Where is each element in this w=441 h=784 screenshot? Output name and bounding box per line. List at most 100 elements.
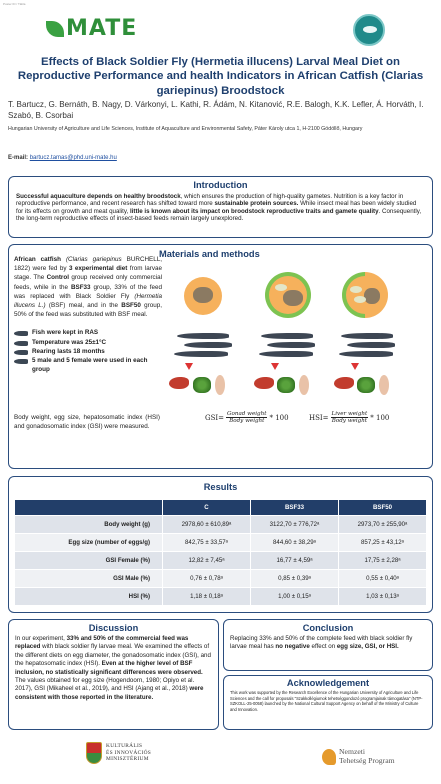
results-table: C BSF33 BSF50 Body weight (g) 2978,60 ± 6…: [14, 499, 427, 606]
cell-bsf50: 17,75 ± 2,28ᵃ: [338, 551, 427, 570]
column-header: BSF33: [250, 499, 339, 516]
catfish-icon: [14, 340, 28, 346]
concl-c4: egg size, GSI, or HSI.: [336, 643, 399, 651]
larva-icon: [275, 284, 287, 291]
disc-d6: were consistent with those reported in t…: [15, 685, 204, 701]
mate-logo-text: MATE: [66, 16, 138, 41]
disc-d3: with black soldier fly larvae meal. We e…: [15, 643, 211, 668]
concl-c1: Replacing 33% and 50% of the complete fe…: [230, 635, 413, 651]
bullet-item: 5 male and 5 female were used in each gr…: [14, 357, 162, 374]
table-header-row: C BSF33 BSF50: [14, 499, 427, 516]
hsi-denominator: Body weight: [331, 418, 368, 424]
eggs-icon: [193, 377, 211, 393]
discussion-heading: Discussion: [88, 623, 139, 633]
gsi-formula: GSI= Gonad weight Body weight * 100: [205, 411, 289, 424]
authors: T. Bartucz, G. Bernáth, B. Nagy, D. Várk…: [8, 100, 424, 120]
catfish-icon: [259, 351, 313, 357]
m-p4: 3 experimental diet: [68, 265, 128, 273]
methods-left-column: African catfish (Clarias gariepinus BURC…: [14, 245, 162, 375]
acknowledgement-box: Acknowledgement This work was supported …: [223, 675, 433, 730]
liver-icon: [169, 377, 189, 389]
cell-c: 842,75 ± 33,57ᵃ: [162, 533, 251, 552]
ministry-logo: KULTURÁLIS ÉS INNOVÁCIÓS MINISZTÉRIUM: [86, 742, 151, 764]
catfish-icon: [261, 333, 313, 339]
aquaculture-institute-logo: [353, 14, 385, 46]
row-label: GSI Male (%): [14, 569, 163, 588]
hsi-fraction: Liver weight Body weight: [330, 411, 369, 424]
m-p6: Control: [46, 274, 69, 282]
disc-d4: Even at the higher level of BSF inclusio…: [15, 660, 203, 676]
ministry-line: MINISZTÉRIUM: [106, 756, 149, 763]
catfish-icon: [341, 333, 393, 339]
gonad-icon: [299, 375, 309, 395]
row-label: Egg size (number of eggs/g): [14, 533, 163, 552]
catfish-icon: [184, 342, 232, 348]
intro-s5: little is known about its impact on broo…: [129, 207, 379, 215]
m-p5: from larvae stage. The: [14, 265, 163, 282]
email-label: E-mail:: [8, 155, 29, 161]
arrow-down-icon: [185, 363, 193, 370]
cell-bsf33: 3122,70 ± 776,72ᵃ: [250, 515, 339, 534]
catfish-icon: [339, 351, 393, 357]
m-p10: (Hermetia illucens L.): [14, 292, 163, 310]
conclusion-box: Conclusion Replacing 33% and 50% of the …: [223, 619, 433, 671]
m-p13: group, 50% of the feed was substituted w…: [14, 302, 163, 319]
gonad-icon: [379, 375, 389, 395]
acknowledgement-text: This work was supported by the Research …: [230, 690, 423, 712]
ntp-flame-icon: [322, 748, 336, 765]
column-header: [14, 499, 163, 516]
table-row: HSI (%) 1,18 ± 0,18ᵃ 1,00 ± 0,15ᵃ 1,03 ± 0,…: [14, 587, 427, 606]
email-line: E-mail: bartucz.tamas@phd.uni-mate.hu: [8, 155, 117, 161]
gonad-icon: [215, 375, 225, 395]
methods-bullets: Fish were kept in RAS Temperature was 25…: [14, 329, 162, 373]
cell-bsf33: 16,77 ± 4,59ᵃ: [250, 551, 339, 570]
conclusion-heading: Conclusion: [302, 623, 354, 633]
m-p11: (BSF) meal, and in the: [48, 302, 118, 310]
bullet-item: Temperature was 25±1°C: [14, 339, 162, 347]
larva-icon: [350, 286, 362, 293]
affiliation: Hungarian University of Agriculture and …: [8, 126, 363, 132]
discussion-text: In our experiment, 33% and 50% of the co…: [15, 635, 212, 702]
ntp-logo: Nemzeti Tehetség Program: [322, 747, 395, 765]
results-box: Results C BSF33 BSF50 Body weight (g) 297…: [8, 476, 433, 613]
email-link[interactable]: bartucz.tamas@phd.uni-mate.hu: [29, 155, 117, 161]
cell-c: 1,18 ± 0,18ᵃ: [162, 587, 251, 606]
pellet-icon: [364, 288, 380, 304]
m-p8: BSF33: [70, 283, 91, 291]
row-label: HSI (%): [14, 587, 163, 606]
bsf33-feed-icon: [269, 276, 307, 314]
measured-text: Body weight, egg size, hepatosomatic ind…: [14, 414, 160, 430]
concl-c3: effect on: [309, 643, 337, 651]
bsf50-feed-icon: [346, 276, 384, 314]
cell-bsf33: 1,00 ± 0,15ᵃ: [250, 587, 339, 606]
gsi-fraction: Gonad weight Body weight: [226, 411, 268, 424]
concl-c2: no negative: [275, 643, 310, 651]
ministry-name: KULTURÁLIS ÉS INNOVÁCIÓS MINISZTÉRIUM: [106, 743, 151, 762]
liver-icon: [254, 377, 274, 389]
control-feed-icon: [184, 277, 222, 315]
column-header: BSF50: [338, 499, 427, 516]
cell-bsf33: 844,60 ± 38,29ᵃ: [250, 533, 339, 552]
disc-d2: 33% and 50% of the commercial feed was r…: [15, 635, 189, 651]
column-header: C: [162, 499, 251, 516]
row-label: GSI Female (%): [14, 551, 163, 570]
discussion-box: Discussion In our experiment, 33% and 50…: [8, 619, 219, 730]
catfish-icon: [347, 342, 395, 348]
liver-icon: [334, 377, 354, 389]
cell-bsf50: 1,03 ± 0,13ᵃ: [338, 587, 427, 606]
m-p2: (Clarias gariepinus: [65, 256, 122, 263]
cell-c: 12,82 ± 7,45ᵃ: [162, 551, 251, 570]
catfish-icon: [174, 351, 228, 357]
table-row: GSI Male (%) 0,76 ± 0,78ᵃ 0,85 ± 0,39ᵃ 0,55…: [14, 569, 427, 588]
intro-s6: . Consequently, the long-term reproducti…: [16, 207, 422, 223]
cell-bsf33: 0,85 ± 0,39ᵃ: [250, 569, 339, 588]
intro-s3: sustainable protein sources.: [214, 200, 299, 208]
acknowledgement-heading: Acknowledgement: [286, 678, 370, 688]
ntp-name: Nemzeti Tehetség Program: [339, 747, 395, 765]
methods-text: African catfish (Clarias gariepinus BURC…: [14, 255, 162, 319]
cell-c: 0,76 ± 0,78ᵃ: [162, 569, 251, 588]
logo-row: MATE: [0, 14, 441, 46]
disc-d5: The values obtained for egg size (Hogend…: [15, 677, 195, 693]
hsi-formula: HSI= Liver weight Body weight * 100: [309, 411, 389, 424]
cell-c: 2978,60 ± 610,89ᵃ: [162, 515, 251, 534]
